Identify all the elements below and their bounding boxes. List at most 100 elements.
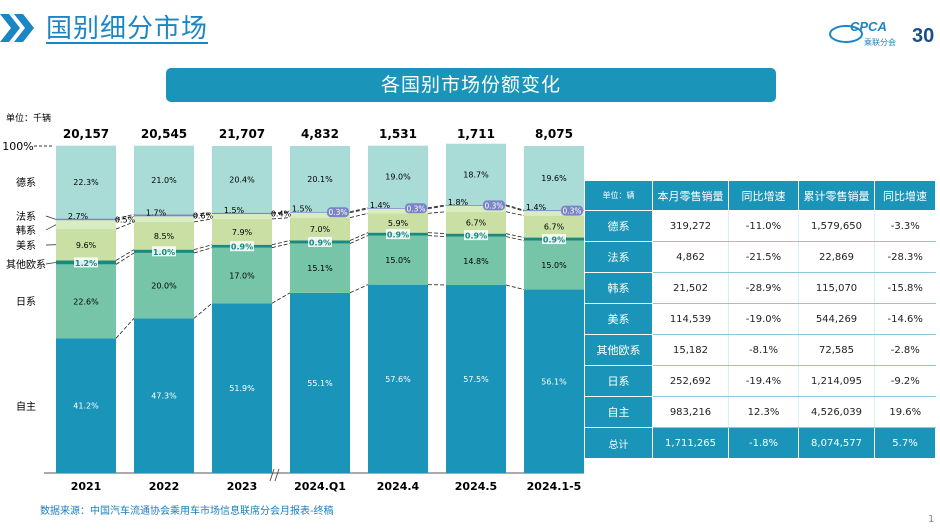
bar-segment (134, 318, 194, 473)
bar-segment (290, 217, 350, 241)
table-cell: -19.4% (728, 365, 799, 397)
logo-sub-text: 乘联分会 (864, 37, 896, 47)
data-label: 7.0% (310, 225, 331, 234)
label-background (74, 257, 98, 268)
table-cell: -21.5% (728, 241, 799, 273)
boundary-connector (115, 318, 135, 339)
bar-segment (446, 204, 506, 206)
bar-segment (524, 240, 584, 290)
data-label: 0.3% (562, 207, 581, 216)
boundary-connector (349, 212, 369, 219)
unit-label: 单位：千辆 (6, 114, 52, 124)
label-background (386, 229, 410, 240)
bar-segment (290, 212, 350, 218)
boundary-connector (193, 302, 213, 319)
bar-segment (134, 252, 194, 319)
table-cell: 22,869 (798, 241, 875, 273)
table-cell: -1.8% (728, 427, 799, 459)
chevron-arrows-icon (0, 14, 34, 42)
data-label: 0.9% (309, 238, 331, 247)
data-label: 57.6% (385, 375, 411, 384)
table-row-label: 韩系 (584, 272, 653, 304)
data-label: 19.6% (541, 174, 567, 183)
boundary-connector (349, 235, 369, 244)
bar-segment (446, 236, 506, 285)
table-cell: 319,272 (652, 210, 729, 242)
data-label: 0.9% (543, 236, 565, 245)
boundary-connector (427, 232, 447, 235)
data-label: 15.0% (385, 256, 411, 265)
axis-break-mark (269, 468, 275, 482)
data-label: 1.4% (370, 201, 391, 210)
data-label: 5.9% (388, 219, 409, 228)
boundary-connector (349, 232, 369, 241)
label-background (327, 207, 349, 218)
table-cell: 544,269 (798, 303, 875, 335)
sales-table: 单位：辆 本月零售销量 同比增速 累计零售销量 同比增速 德系 319,272 -1… (584, 180, 936, 459)
table-cell: 15,182 (652, 334, 729, 366)
boundary-connector (349, 208, 369, 214)
bar-segment (368, 145, 428, 208)
data-label: 0.6% (193, 211, 214, 220)
data-label: 0.3% (406, 204, 425, 213)
legend-label: 德系 (16, 176, 36, 189)
logo-text: CPCA (850, 19, 887, 34)
bar-segment (368, 235, 428, 285)
boundary-connector (427, 211, 447, 214)
bar-total-label: 1,711 (457, 127, 495, 141)
data-label: 15.0% (541, 261, 567, 270)
table-cell: -19.0% (728, 303, 799, 335)
data-label: 22.3% (73, 178, 99, 187)
bar-total-label: 20,157 (63, 127, 109, 141)
bar-segment (446, 284, 506, 473)
bar-segment (446, 143, 506, 205)
table-cell: -11.0% (728, 210, 799, 242)
table-cell: -28.3% (874, 241, 936, 273)
data-source-note: 数据来源：中国汽车流通协会乘用车市场信息联席分会月报表-终稿 (40, 506, 334, 517)
table-row-label: 总计 (584, 427, 653, 459)
boundary-connector (115, 252, 135, 265)
x-tick-label: 2024.Q1 (294, 480, 346, 493)
data-label: 0.9% (465, 232, 487, 241)
bar-segment (134, 216, 194, 222)
boundary-connector (193, 212, 213, 215)
data-label: 19.0% (385, 173, 411, 182)
legend-leader-line (45, 215, 57, 220)
table-cell: -28.9% (728, 272, 799, 304)
label-background (152, 246, 176, 257)
data-label: 6.7% (466, 219, 487, 228)
bar-segment (368, 208, 428, 214)
data-label: 1.0% (153, 248, 175, 257)
boundary-connector (271, 240, 291, 246)
boundary-connector (193, 247, 213, 254)
table-row-label: 美系 (584, 303, 653, 335)
bar-segment (212, 247, 272, 304)
data-label: 56.1% (541, 377, 567, 386)
bar-segment (446, 211, 506, 234)
x-tick-label: 2023 (227, 480, 258, 493)
data-label: 57.5% (463, 375, 489, 384)
data-label: 0.3% (328, 208, 347, 217)
table-cell: -8.1% (728, 334, 799, 366)
label-background (483, 200, 505, 211)
data-label: 1.5% (224, 206, 245, 215)
bar-segment (212, 218, 272, 245)
data-label: 20.0% (151, 282, 177, 291)
label-background (405, 203, 427, 214)
data-label: 1.2% (75, 259, 97, 268)
table-cell: -2.8% (874, 334, 936, 366)
data-label: 51.9% (229, 384, 255, 393)
table-header-cumulative: 累计零售销量 (798, 180, 875, 211)
table-row-label: 日系 (584, 365, 653, 397)
legend-label: 其他欧系 (6, 258, 46, 271)
data-label: 2.7% (68, 212, 89, 221)
table-cell: -15.8% (874, 272, 936, 304)
table-cell: 5.7% (874, 427, 936, 459)
boundary-connector (115, 221, 135, 230)
boundary-connector (115, 249, 135, 261)
table-row: 其他欧系 15,182 -8.1% 72,585 -2.8% (584, 334, 936, 366)
data-label: 22.6% (73, 297, 99, 306)
table-row-label: 法系 (584, 241, 653, 273)
boundary-connector (271, 292, 291, 304)
bar-segment (134, 221, 194, 250)
